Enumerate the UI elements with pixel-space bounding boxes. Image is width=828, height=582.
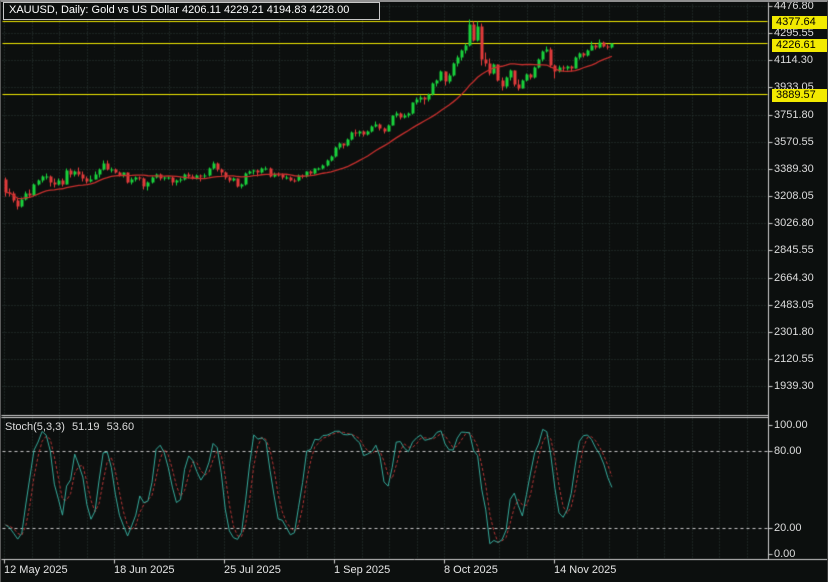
- price-tick-label: 2120.55: [774, 352, 814, 365]
- price-tick-label: 3026.80: [774, 217, 814, 230]
- price-tick-label: 3389.30: [774, 162, 814, 175]
- price-tick-label: 1939.30: [774, 380, 814, 393]
- price-tick-label: 3570.55: [774, 135, 814, 148]
- hline-price-tag-lower: 3889.57: [772, 89, 827, 102]
- time-tick-label: 14 Nov 2025: [554, 564, 617, 576]
- stoch-level-label: 80.00: [774, 444, 802, 457]
- price-tick-label: 2845.55: [774, 244, 814, 257]
- price-tick-label: 4295.55: [774, 27, 814, 40]
- hline-price-tag-middle: 4226.61: [772, 39, 827, 52]
- stoch-level-label: 20.00: [774, 521, 802, 534]
- stoch-d-value: 53.60: [106, 421, 135, 433]
- time-tick-label: 18 Jun 2025: [114, 564, 175, 576]
- stoch-name: Stoch(5,3,3): [5, 421, 65, 433]
- stoch-level-label: 100.00: [774, 418, 808, 431]
- hline-price-tag-upper: 4377.64: [772, 16, 827, 29]
- price-tick-label: 2664.30: [774, 271, 814, 284]
- price-tick-label: 4114.30: [774, 54, 813, 67]
- time-tick-label: 1 Sep 2025: [334, 564, 391, 576]
- price-tick-label: 4476.80: [774, 0, 814, 12]
- time-tick-label: 12 May 2025: [4, 564, 68, 576]
- price-tick-label: 2483.05: [774, 298, 814, 311]
- time-tick-label: 25 Jul 2025: [224, 564, 281, 576]
- stoch-k-value: 51.19: [71, 421, 100, 433]
- chart-title-ohlc: XAUUSD, Daily: Gold vs US Dollar 4206.11…: [3, 2, 380, 20]
- chart-title-text: XAUUSD, Daily: Gold vs US Dollar 4206.11…: [9, 4, 350, 16]
- stoch-level-label: 0.00: [774, 547, 796, 560]
- price-tick-label: 3751.80: [774, 108, 814, 121]
- time-tick-label: 8 Oct 2025: [444, 564, 498, 576]
- price-tick-label: 3208.05: [774, 190, 814, 203]
- stoch-indicator-label: Stoch(5,3,3) 51.19 53.60: [5, 421, 138, 433]
- price-tick-label: 2301.80: [774, 325, 814, 338]
